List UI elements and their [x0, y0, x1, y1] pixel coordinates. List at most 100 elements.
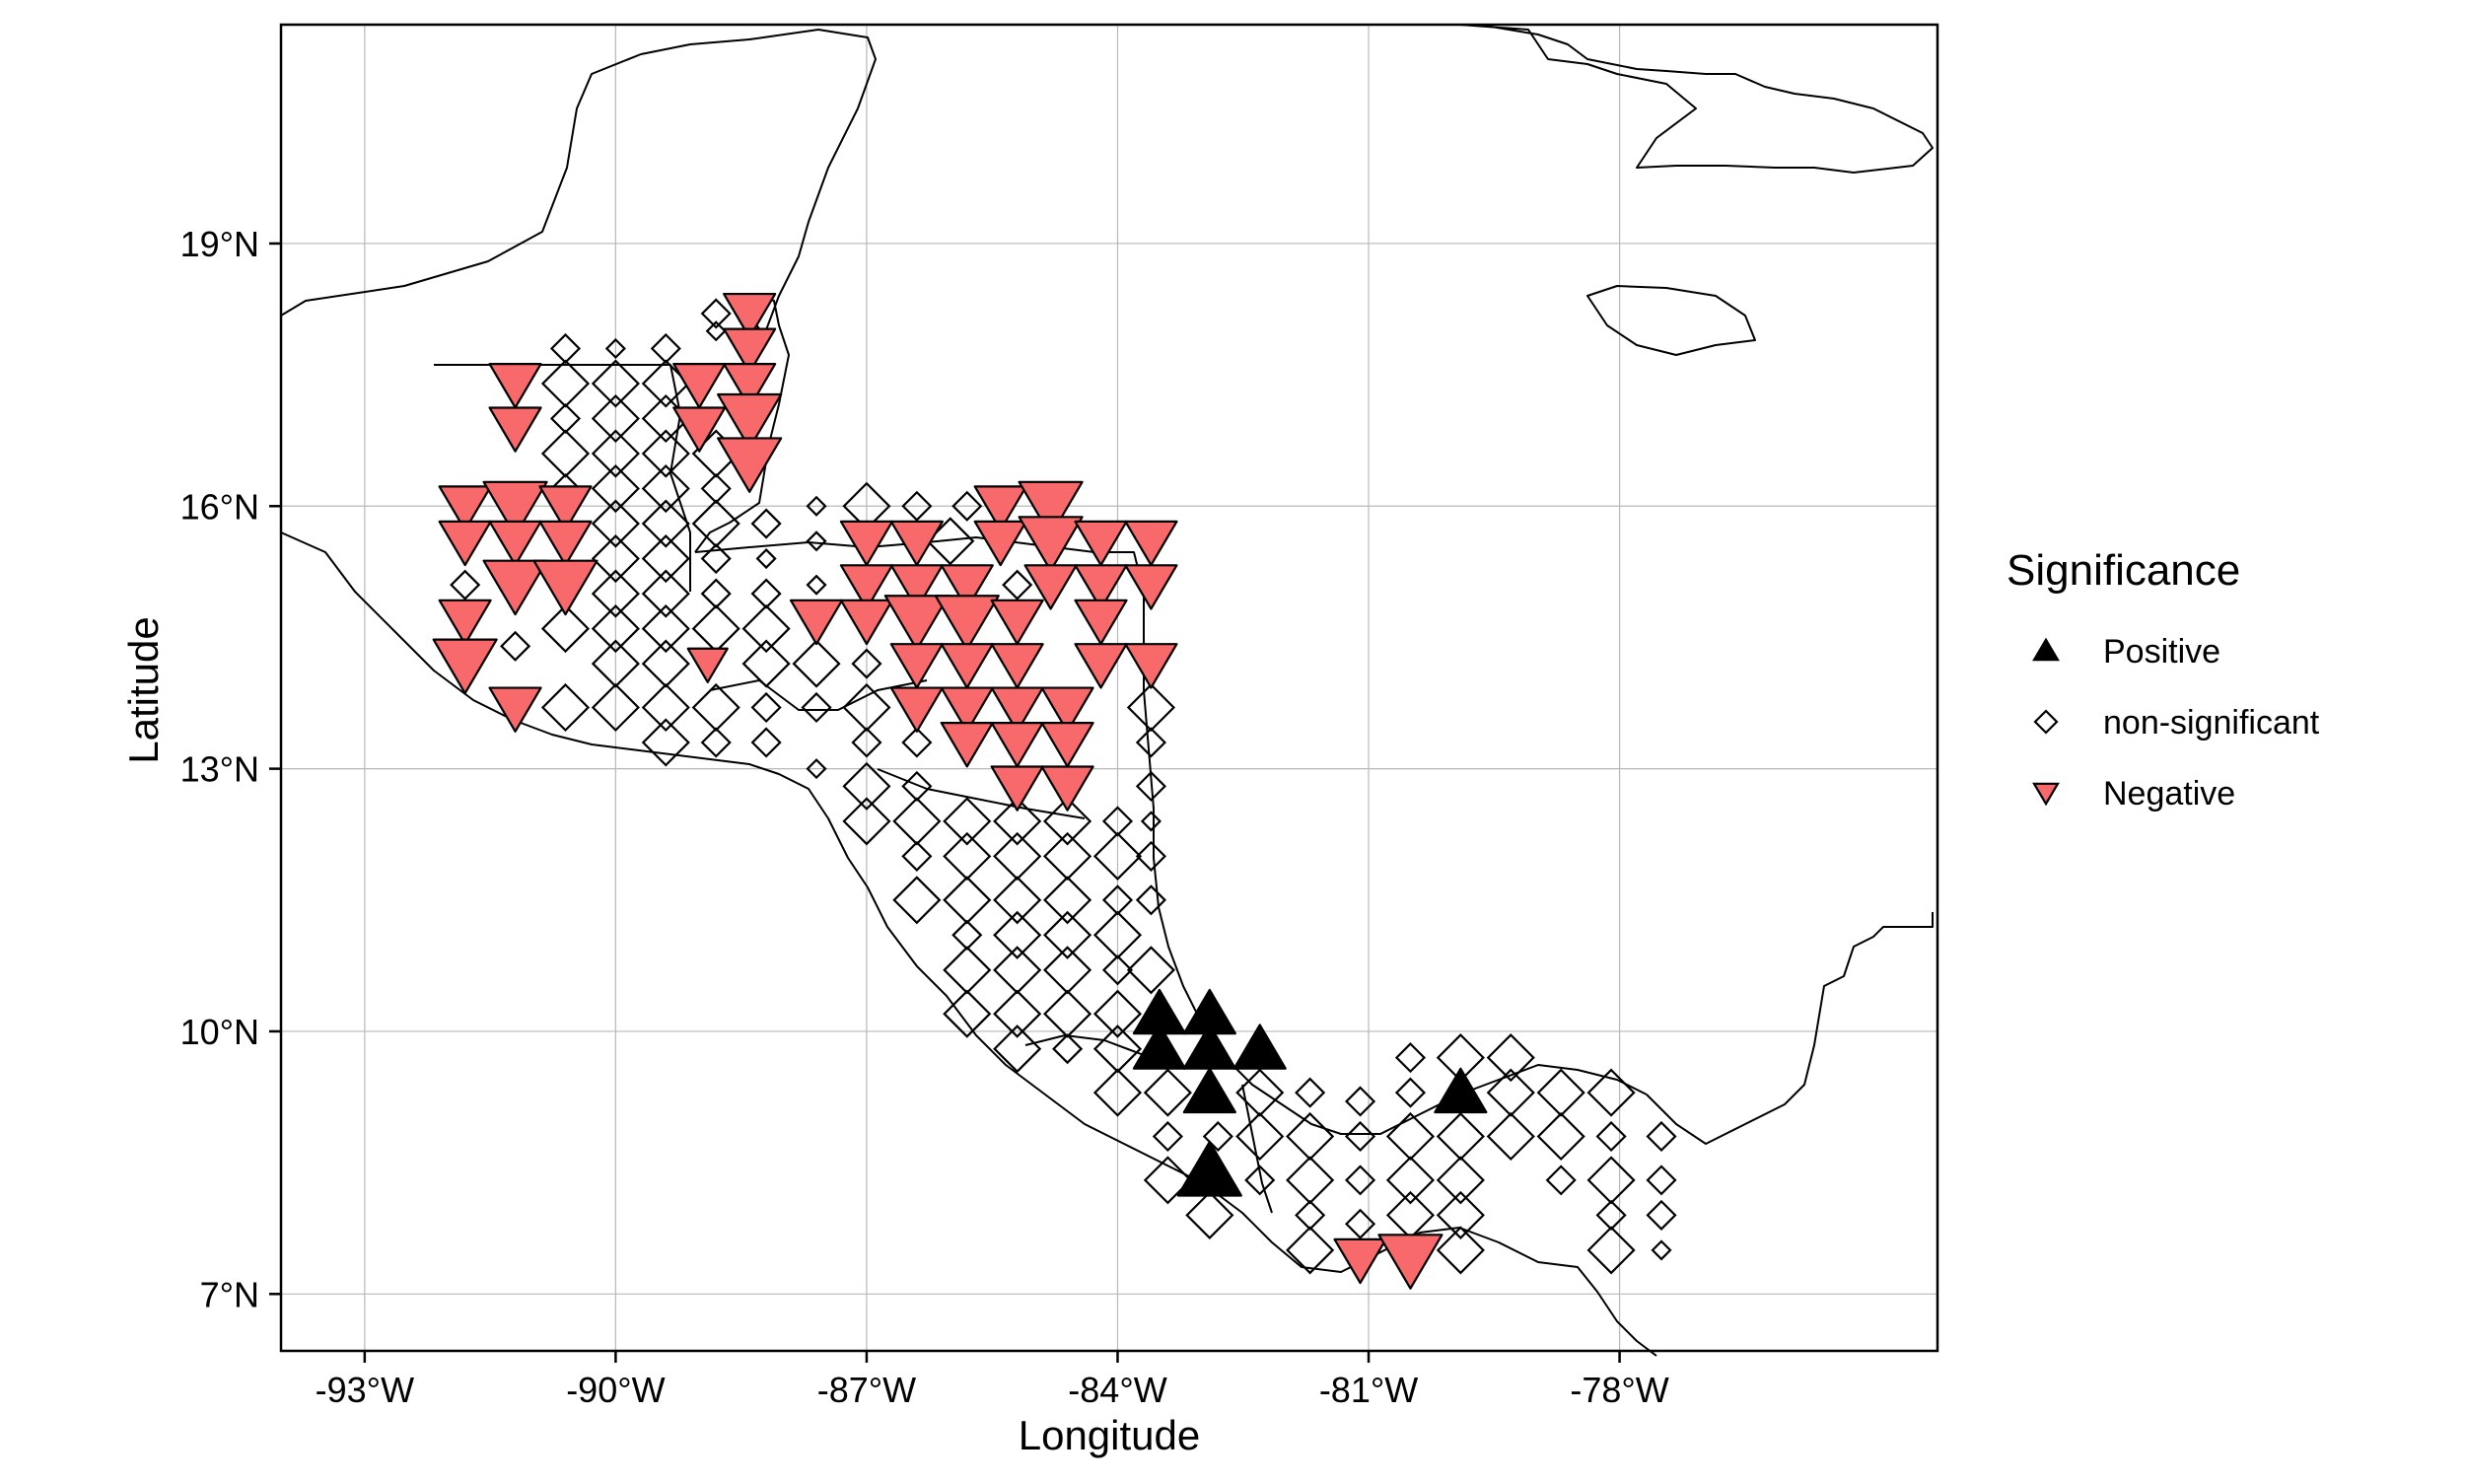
nonsignificant-marker [993, 797, 1042, 846]
negative-marker [1074, 520, 1128, 567]
nonsignificant-marker [1043, 989, 1092, 1038]
negative-marker [940, 686, 994, 733]
nonsignificant-marker [1536, 1068, 1585, 1117]
plot-panel-border [279, 23, 1939, 1353]
negative-marker [538, 485, 593, 531]
negative-marker [940, 564, 994, 610]
nonsignificant-marker [1092, 1025, 1143, 1074]
nonsignificant-marker [1043, 831, 1092, 881]
negative-marker [990, 721, 1044, 768]
nonsignificant-marker [641, 718, 690, 767]
nonsignificant-marker [851, 727, 882, 758]
nonsignificant-marker [691, 682, 740, 733]
nonsignificant-marker [500, 630, 531, 662]
nonsignificant-marker [591, 682, 640, 733]
border-costa-rica [1024, 1034, 1145, 1056]
negative-marker [990, 643, 1044, 689]
nonsignificant-marker [641, 682, 690, 733]
nonsignificant-marker [700, 542, 732, 575]
nonsignificant-marker [755, 547, 777, 570]
nonsignificant-marker [1143, 1068, 1192, 1117]
negative-marker [990, 765, 1044, 812]
nonsignificant-marker [700, 298, 732, 329]
legend-title: Significance [2007, 546, 2240, 595]
nonsignificant-marker [901, 490, 933, 522]
nonsignificant-marker [1295, 1199, 1326, 1231]
negative-marker [488, 406, 542, 453]
negative-marker [488, 363, 542, 409]
positive-marker [1182, 1067, 1236, 1114]
negative-marker [1074, 564, 1128, 610]
nonsignificant-marker [1586, 1226, 1636, 1275]
nonsignificant-marker [1235, 1068, 1285, 1117]
nonsignificant-marker [1244, 1165, 1276, 1196]
negative-marker [1040, 765, 1094, 812]
nonsignificant-marker [650, 332, 681, 365]
negative-marker [940, 643, 994, 689]
nonsignificant-marker [901, 727, 933, 758]
nonsignificant-marker [549, 402, 582, 435]
nonsignificant-marker [993, 989, 1042, 1038]
negative-marker [532, 559, 599, 616]
negative-marker [723, 292, 777, 339]
nonsignificant-marker [806, 530, 827, 552]
nonsignificant-marker [1286, 1226, 1335, 1275]
legend-key-positive [2032, 637, 2060, 662]
nonsignificant-marker [1436, 1111, 1485, 1162]
negative-marker [1018, 480, 1084, 537]
negative-marker [973, 485, 1027, 531]
nonsignificant-marker [691, 604, 740, 654]
nonsignificant-marker [741, 639, 791, 688]
nonsignificant-marker [993, 946, 1042, 995]
nonsignificant-marker [591, 604, 640, 654]
negative-marker [717, 437, 783, 493]
nonsignificant-marker [993, 876, 1042, 925]
nonsignificant-marker [1646, 1199, 1677, 1231]
nonsignificant-marker [851, 648, 882, 679]
x-tick-label: -87°W [817, 1370, 916, 1410]
nonsignificant-marker [1394, 1042, 1427, 1074]
nonsignificant-marker [641, 463, 690, 514]
x-tick-label: -84°W [1068, 1370, 1166, 1410]
border-panama [1241, 1084, 1273, 1214]
nonsignificant-marker [1135, 727, 1166, 758]
y-tick-label: 7°N [200, 1274, 259, 1314]
y-axis-ticks: 7°N 10°N 13°N 16°N 19°N [180, 224, 281, 1314]
nonsignificant-marker [1140, 811, 1162, 832]
nonsignificant-marker [1486, 1033, 1535, 1083]
nonsignificant-marker [993, 1025, 1042, 1074]
legend-label-negative: Negative [2103, 775, 2235, 813]
nonsignificant-marker [1436, 1156, 1485, 1205]
negative-marker [672, 406, 727, 453]
border-nicaragua [877, 768, 1086, 819]
nonsignificant-marker [892, 797, 942, 846]
nonsignificant-marker [591, 639, 640, 688]
nonsignificant-marker [806, 758, 827, 780]
nonsignificant-marker [801, 691, 832, 724]
coastline-yucatan [280, 29, 877, 336]
nonsignificant-marker [1135, 884, 1166, 916]
nonsignificant-marker [892, 876, 942, 925]
nonsignificant-marker [1002, 569, 1033, 601]
nonsignificant-marker [750, 508, 782, 539]
x-axis-title: Longitude [1019, 1412, 1201, 1458]
negative-marker [889, 643, 944, 689]
nonsignificant-marker [1385, 1111, 1436, 1162]
nonsignificant-marker [1092, 831, 1143, 881]
negative-marker [889, 686, 944, 733]
nonsignificant-marker [641, 533, 690, 584]
positive-markers [1132, 988, 1488, 1197]
legend-label-nonsig: non-significant [2103, 704, 2320, 742]
nonsignificant-marker [641, 429, 690, 478]
nonsignificant-marker [943, 831, 992, 881]
nonsignificant-marker [1436, 1226, 1485, 1275]
nonsignificant-marker [1185, 1190, 1234, 1239]
nonsignificant-marker [901, 770, 933, 802]
negative-marker [1124, 643, 1178, 689]
negative-marker [1023, 564, 1078, 610]
nonsignificant-marker [700, 472, 732, 505]
nonsignificant-marker [1344, 1165, 1376, 1196]
nonsignificant-marker [943, 946, 992, 995]
nonsignificant-marker [741, 604, 791, 654]
